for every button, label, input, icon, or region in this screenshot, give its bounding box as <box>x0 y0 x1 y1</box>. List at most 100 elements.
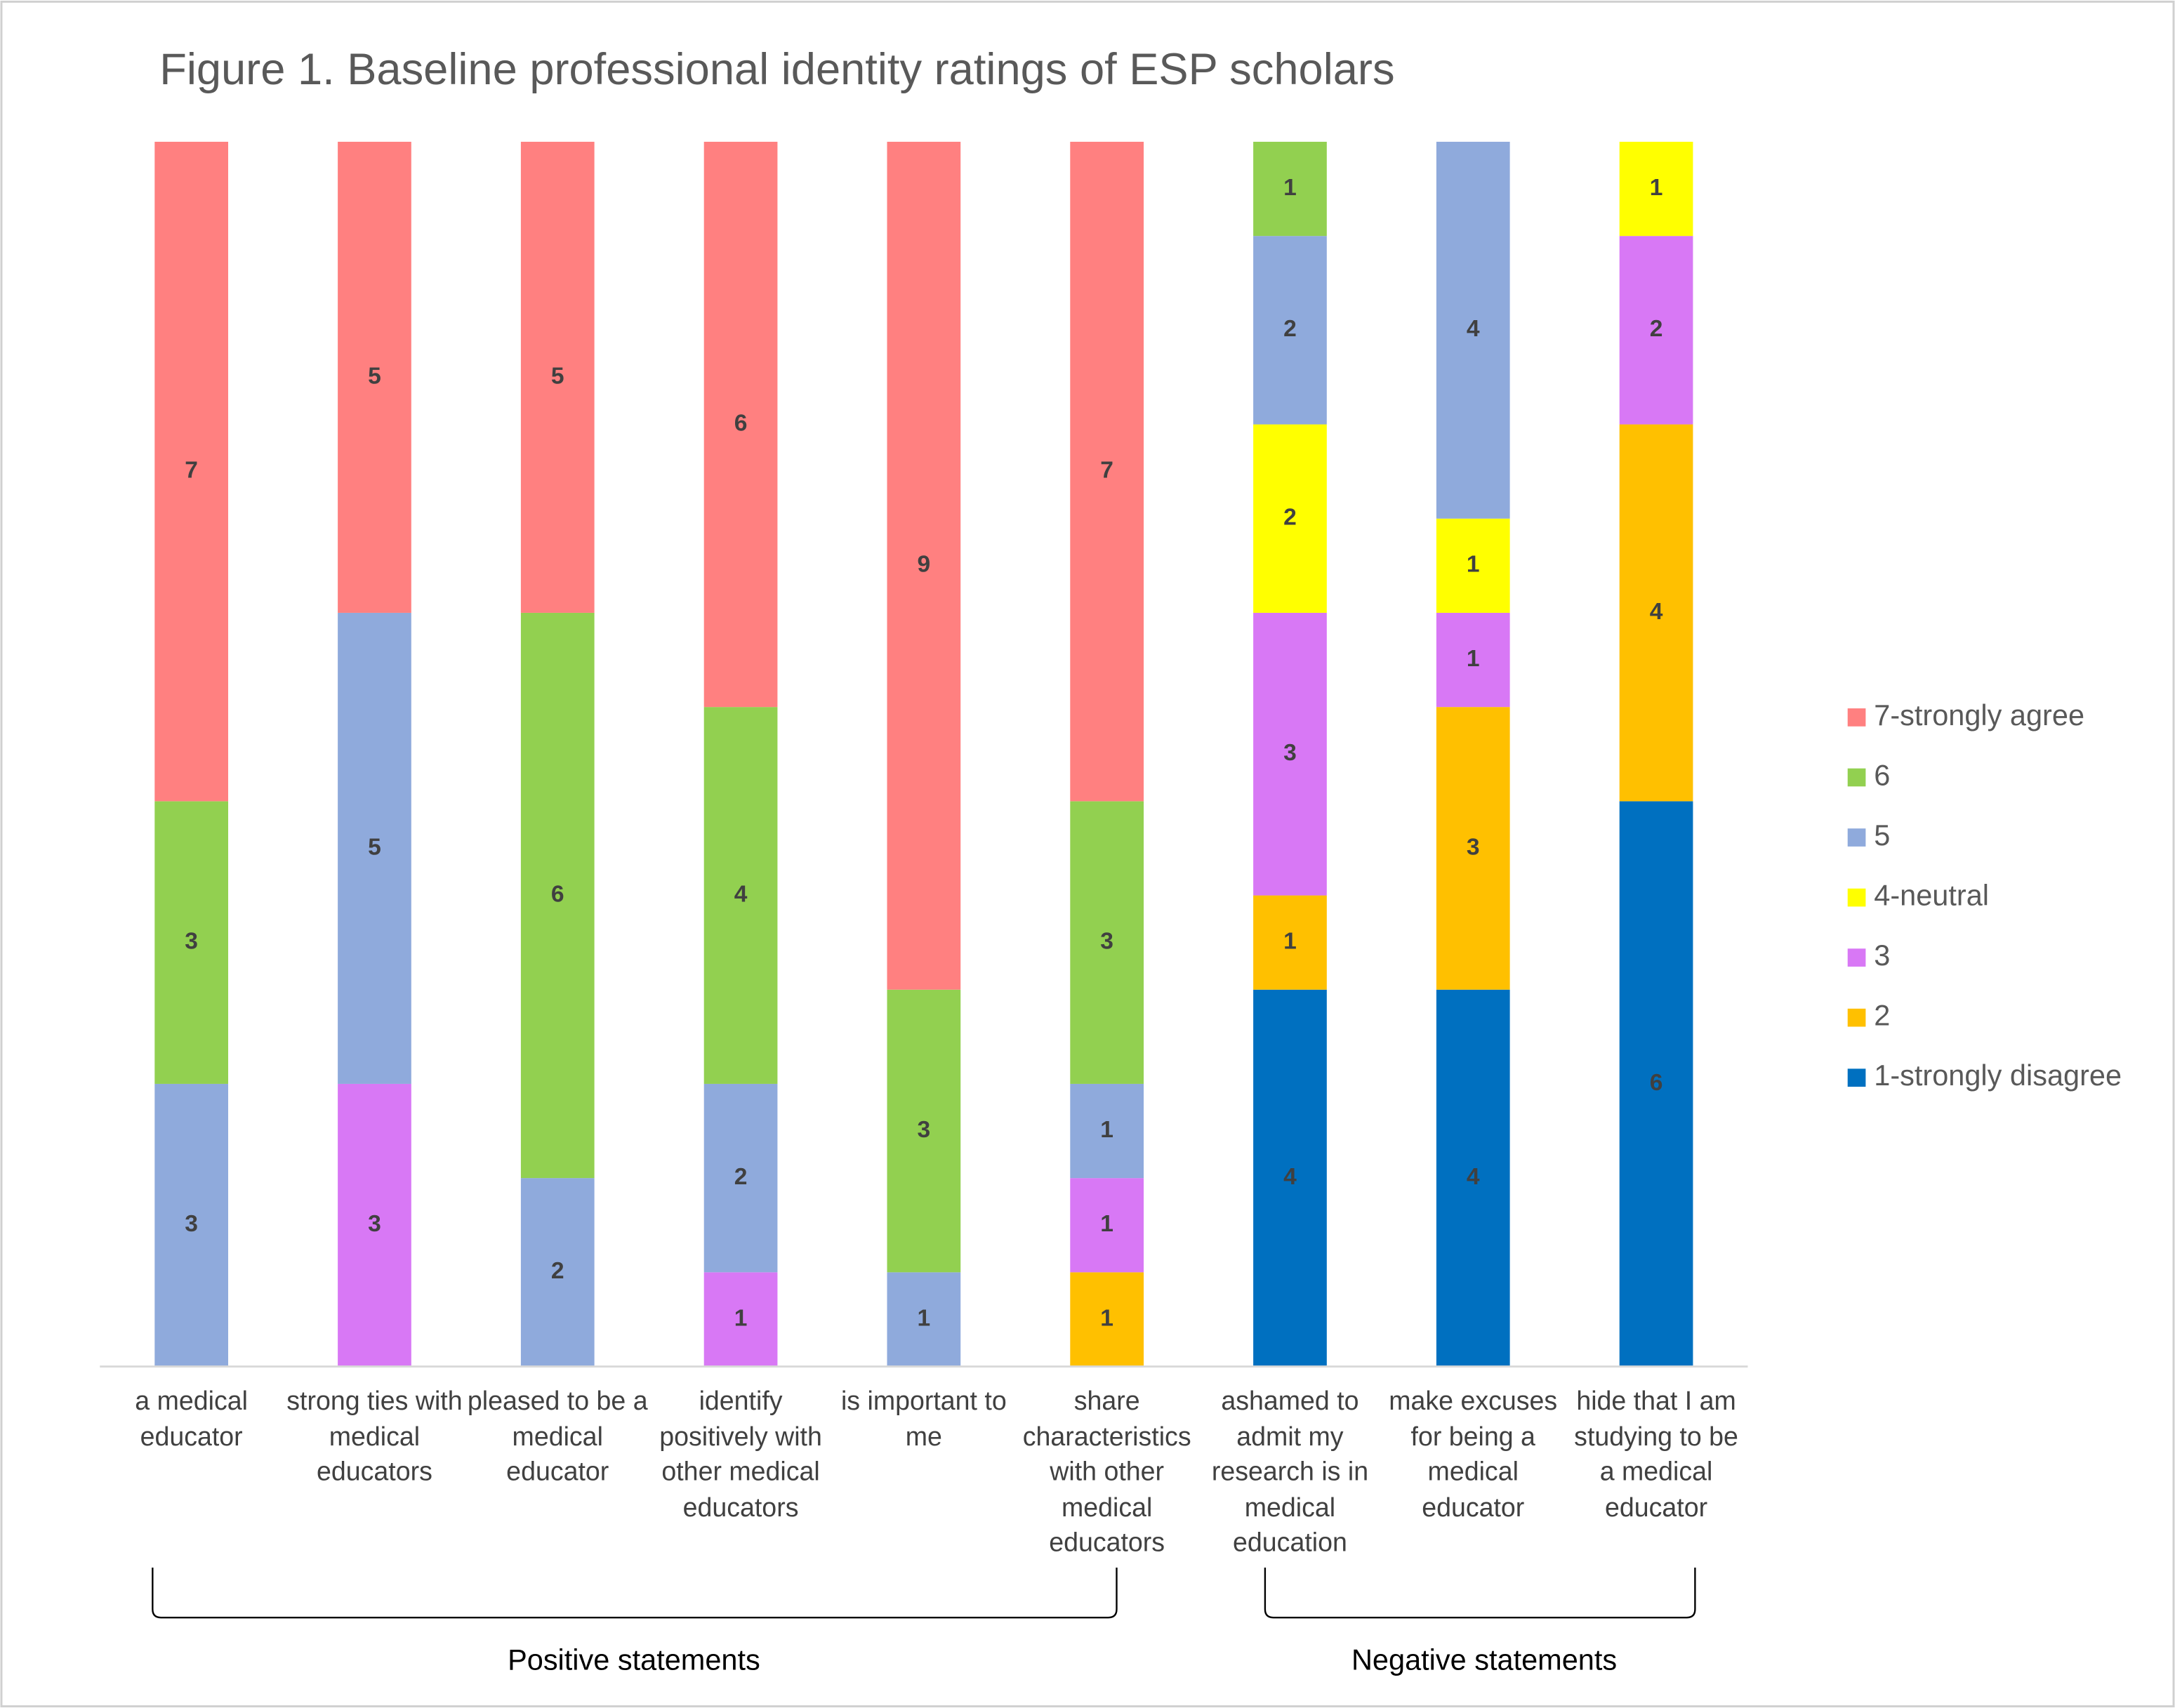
x-tick-label: is important to me <box>840 1387 1007 1452</box>
bar-segment <box>338 1083 411 1367</box>
bar-segment <box>154 1083 229 1367</box>
bar-segment <box>887 141 961 990</box>
bar-segment <box>1619 801 1693 1367</box>
x-tick-label: share characteristics with other medical… <box>1022 1387 1191 1558</box>
legend-label: 7-strongly agree <box>1874 699 2084 731</box>
bar-segment <box>1070 1272 1144 1367</box>
bar-segment <box>1619 236 1693 425</box>
x-tick-label-box: strong ties with medical educators <box>286 1387 463 1488</box>
bar-segment <box>1253 989 1327 1367</box>
x-tick-label: ashamed to admit my research is in medic… <box>1211 1387 1369 1558</box>
legend-label: 6 <box>1874 758 1890 791</box>
x-tick-label: strong ties with medical educators <box>286 1387 463 1488</box>
value-label: 1 <box>1283 175 1297 201</box>
legend-label: 5 <box>1874 819 1890 852</box>
bar-segment <box>703 707 778 1084</box>
legend-swatch <box>1847 948 1866 967</box>
legend-swatch <box>1847 768 1866 787</box>
value-label: 2 <box>1283 316 1297 342</box>
x-tick-label-box: make excuses for being a medical educato… <box>1389 1387 1558 1523</box>
x-tick-label-box: is important to me <box>840 1387 1007 1452</box>
value-label: 6 <box>734 410 748 436</box>
legend-label: 4-neutral <box>1874 878 1989 911</box>
value-label: 7 <box>1100 458 1113 484</box>
bar-segment <box>154 801 229 1084</box>
value-label: 3 <box>918 1117 931 1143</box>
value-label: 4 <box>734 881 748 907</box>
value-label: 1 <box>1100 1305 1113 1331</box>
bar-segment <box>520 141 595 613</box>
value-label: 3 <box>1100 929 1113 955</box>
value-label: 5 <box>368 834 381 860</box>
bar-segment <box>1253 236 1327 425</box>
bar-segment <box>1436 518 1510 613</box>
value-label: 6 <box>1650 1070 1663 1096</box>
value-label: 4 <box>1467 1164 1480 1190</box>
x-tick-label: pleased to be a medical educator <box>467 1387 648 1488</box>
bar-segment <box>1070 141 1144 802</box>
x-tick-label: a medical educator <box>135 1387 248 1452</box>
value-label: 3 <box>1283 740 1297 766</box>
legend-label: 2 <box>1874 999 1890 1032</box>
bar-segment <box>1070 1178 1144 1273</box>
value-label: 1 <box>1650 175 1663 201</box>
x-tick-label: hide that I am studying to be a medical … <box>1574 1387 1738 1523</box>
bar-segment <box>1619 424 1693 802</box>
group-label: Positive statements <box>508 1643 760 1676</box>
bar-segment <box>520 1178 595 1367</box>
value-label: 6 <box>551 881 564 907</box>
value-label: 2 <box>734 1164 748 1190</box>
value-label: 1 <box>1100 1211 1113 1237</box>
bar-segment <box>338 141 411 613</box>
value-label: 1 <box>918 1305 931 1331</box>
group-label: Negative statements <box>1351 1643 1617 1676</box>
bar-segment <box>1253 612 1327 896</box>
value-label: 3 <box>185 929 198 955</box>
value-label: 9 <box>918 552 931 578</box>
bar-segment <box>1253 895 1327 990</box>
value-label: 3 <box>368 1211 381 1237</box>
value-label: 4 <box>1283 1164 1297 1190</box>
bracket <box>152 1568 1118 1619</box>
chart-title: Figure 1. Baseline professional identity… <box>159 45 1394 94</box>
x-tick-label-box: a medical educator <box>135 1387 248 1452</box>
x-tick-label: identify positively with other medical e… <box>659 1387 822 1523</box>
x-tick-label-box: hide that I am studying to be a medical … <box>1574 1387 1738 1523</box>
bar-segment <box>338 612 411 1084</box>
x-tick-label: make excuses for being a medical educato… <box>1389 1387 1558 1523</box>
value-label: 2 <box>1283 505 1297 531</box>
bar-segment <box>1436 612 1510 708</box>
bracket <box>1264 1568 1696 1619</box>
value-label: 4 <box>1467 316 1480 342</box>
bar-segment <box>1070 1083 1144 1179</box>
value-label: 2 <box>551 1258 564 1284</box>
bar-segment <box>1253 424 1327 613</box>
value-label: 1 <box>1100 1117 1113 1143</box>
bar-segment <box>1619 141 1693 237</box>
legend-swatch <box>1847 828 1866 847</box>
x-tick-label-box: share characteristics with other medical… <box>1022 1387 1191 1558</box>
bar-segment <box>887 1272 961 1367</box>
x-tick-label-box: ashamed to admit my research is in medic… <box>1211 1387 1369 1558</box>
value-label: 1 <box>1467 552 1480 578</box>
value-label: 7 <box>185 458 198 484</box>
value-label: 1 <box>1467 646 1480 672</box>
value-label: 5 <box>368 363 381 389</box>
bar-segment <box>1253 141 1327 237</box>
value-label: 3 <box>185 1211 198 1237</box>
bar-segment <box>1070 801 1144 1084</box>
bar-segment <box>887 989 961 1273</box>
value-label: 1 <box>1283 929 1297 955</box>
legend-label: 3 <box>1874 939 1890 972</box>
value-label: 3 <box>1467 834 1480 860</box>
legend-swatch <box>1847 708 1866 727</box>
bar-segment <box>1436 989 1510 1367</box>
legend-label: 1-strongly disagree <box>1874 1059 2122 1092</box>
bar-segment <box>1436 141 1510 519</box>
bar-segment <box>703 1272 778 1367</box>
legend-swatch <box>1847 1068 1866 1087</box>
legend-swatch <box>1847 888 1866 907</box>
value-label: 1 <box>734 1305 748 1331</box>
bar-segment <box>703 141 778 708</box>
